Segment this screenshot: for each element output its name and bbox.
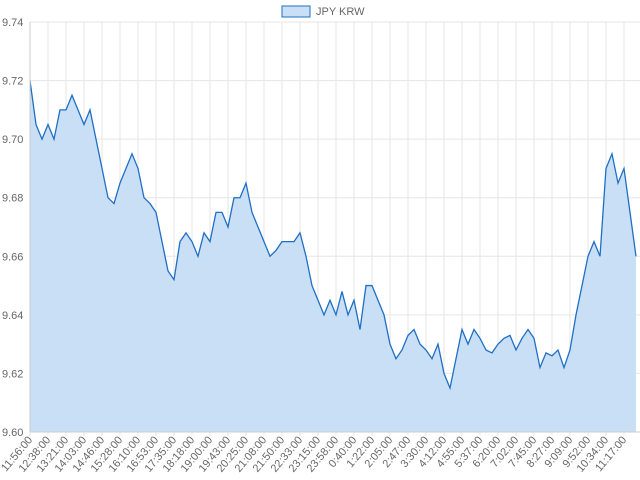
y-tick-label: 9.64 — [2, 310, 23, 322]
legend-label: JPY KRW — [316, 6, 365, 18]
area — [30, 80, 636, 433]
y-tick-label: 9.60 — [2, 427, 23, 439]
y-tick-label: 9.74 — [2, 17, 23, 29]
y-tick-label: 9.70 — [2, 134, 23, 146]
y-tick-label: 9.72 — [2, 76, 23, 88]
y-tick-label: 9.66 — [2, 251, 23, 263]
line — [29, 80, 637, 391]
legend-swatch — [281, 5, 311, 18]
y-tick-label: 9.68 — [2, 193, 23, 205]
y-tick-label: 9.62 — [2, 368, 23, 380]
